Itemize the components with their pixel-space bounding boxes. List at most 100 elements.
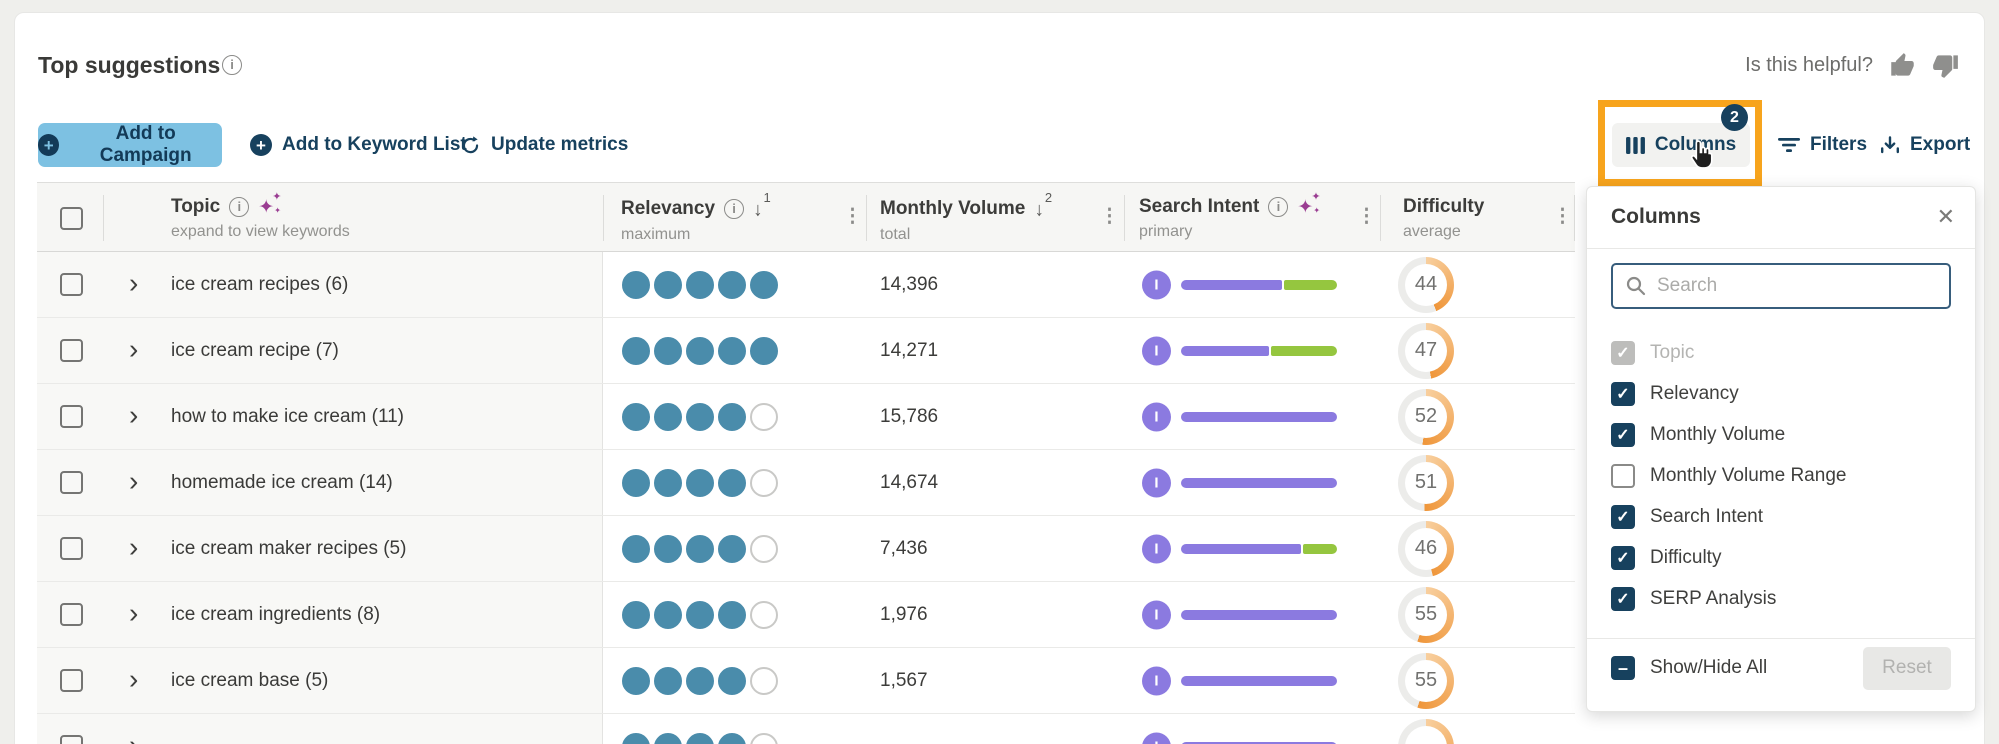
column-option-checkbox[interactable]: ✓ <box>1611 381 1635 406</box>
difficulty-value: 47 <box>1414 339 1438 361</box>
expand-chevron-icon[interactable]: › <box>129 531 139 563</box>
select-all-checkbox[interactable] <box>60 207 83 230</box>
topic-label[interactable]: how to make ice cream (11) <box>171 405 405 427</box>
sort-descending-icon[interactable]: ↓1 <box>753 190 771 221</box>
filters-button[interactable]: Filters <box>1778 123 1867 167</box>
info-icon[interactable]: i <box>724 198 745 219</box>
expand-chevron-icon[interactable]: › <box>129 729 138 744</box>
row-checkbox[interactable] <box>60 405 83 428</box>
topic-label[interactable]: ice cream maker recipes (5) <box>171 537 407 559</box>
row-checkbox[interactable] <box>60 471 83 494</box>
column-option[interactable]: ✓ Monthly Volume <box>1611 414 1951 455</box>
search-intent-header-label[interactable]: Search Intent <box>1139 196 1260 217</box>
column-option-checkbox[interactable]: ✓ <box>1611 422 1635 447</box>
add-to-keyword-list-button[interactable]: + Add to Keyword List <box>250 123 467 167</box>
relevancy-dot <box>718 534 746 563</box>
row-checkbox[interactable] <box>60 537 83 560</box>
search-intent-badge: I <box>1142 732 1171 744</box>
difficulty-value: 44 <box>1414 273 1438 295</box>
relevancy-dot <box>718 732 746 744</box>
difficulty-donut: 47 <box>1398 322 1454 379</box>
row-checkbox[interactable] <box>60 735 83 744</box>
table-row: › ice cream ingredients (8) 1,976 I 55 <box>37 582 1575 648</box>
row-checkbox[interactable] <box>60 669 83 692</box>
info-icon[interactable]: i <box>222 55 242 75</box>
monthly-volume-header-label[interactable]: Monthly Volume <box>880 197 1026 219</box>
topic-label[interactable]: homemade ice cream (14) <box>171 471 393 493</box>
columns-search-input[interactable] <box>1657 275 1937 297</box>
column-option-checkbox[interactable]: ✓ <box>1611 504 1635 529</box>
donut-hole <box>1405 527 1447 570</box>
relevancy-header-subtitle: maximum <box>621 226 691 244</box>
update-metrics-button[interactable]: Update metrics <box>460 123 628 167</box>
search-intent-bar <box>1181 741 1337 744</box>
search-intent-column-menu-icon[interactable]: ⋮ <box>1357 206 1376 227</box>
mouse-pointer-cursor <box>1690 140 1713 169</box>
header-search-intent: Search Intent i ✦ ✦ ✦ primary <box>1139 191 1323 241</box>
relevancy-dot <box>654 666 682 695</box>
expand-chevron-icon[interactable]: › <box>129 267 139 299</box>
column-option-checkbox[interactable]: ✓ <box>1611 545 1635 570</box>
sort-descending-icon[interactable]: ↓2 <box>1034 190 1053 221</box>
ai-sparkles-icon: ✦ ✦ ✦ <box>258 190 282 218</box>
intent-secondary-segment <box>1303 543 1337 554</box>
topic-header-label[interactable]: Topic <box>171 196 221 217</box>
add-to-campaign-label: Add to Campaign <box>99 123 192 166</box>
column-option[interactable]: Monthly Volume Range <box>1611 455 1951 496</box>
topic-label[interactable]: ice cream ingredients (8) <box>171 603 381 625</box>
export-button[interactable]: Export <box>1880 123 1970 167</box>
search-intent-bar <box>1181 675 1337 686</box>
info-icon[interactable]: i <box>229 197 250 217</box>
add-to-campaign-button[interactable]: + Add to Campaign <box>38 123 222 167</box>
expand-chevron-icon[interactable]: › <box>129 663 139 695</box>
column-option-checkbox[interactable]: ✓ <box>1611 586 1635 611</box>
expand-chevron-icon[interactable]: › <box>129 399 139 431</box>
reset-button[interactable]: Reset <box>1863 646 1951 690</box>
relevancy-dot <box>622 666 650 695</box>
difficulty-column-menu-icon[interactable]: ⋮ <box>1553 206 1572 227</box>
topic-label[interactable]: ice cream recipe (7) <box>171 339 339 361</box>
topic-cell-background <box>37 252 603 317</box>
row-checkbox[interactable] <box>60 603 83 626</box>
column-option-label: SERP Analysis <box>1650 587 1777 609</box>
relevancy-header-label[interactable]: Relevancy <box>621 197 716 219</box>
row-checkbox[interactable] <box>60 273 83 296</box>
column-option[interactable]: ✓ Relevancy <box>1611 373 1951 414</box>
relevancy-dot <box>654 468 682 497</box>
info-icon[interactable]: i <box>1268 197 1289 217</box>
relevancy-column-menu-icon[interactable]: ⋮ <box>843 206 862 227</box>
thumbs-down-icon[interactable] <box>1932 52 1959 79</box>
relevancy-dot <box>654 600 682 629</box>
plus-circle-icon: + <box>250 134 272 156</box>
relevancy-dot <box>718 600 746 629</box>
column-option-label: Relevancy <box>1650 382 1739 404</box>
column-option[interactable]: ✓ SERP Analysis <box>1611 578 1951 619</box>
show-hide-all-checkbox[interactable]: – <box>1611 656 1635 680</box>
monthly-volume-column-menu-icon[interactable]: ⋮ <box>1100 206 1119 227</box>
search-intent-badge: I <box>1142 468 1171 497</box>
difficulty-header-label[interactable]: Difficulty <box>1403 196 1485 217</box>
column-option[interactable]: ✓ Topic <box>1611 332 1951 373</box>
thumbs-up-icon[interactable] <box>1889 52 1916 79</box>
relevancy-dot <box>622 468 650 497</box>
close-icon[interactable]: ✕ <box>1936 204 1955 229</box>
topic-cell-background <box>37 384 603 449</box>
topic-label[interactable]: ice cream recipes (6) <box>171 273 349 295</box>
difficulty-value: 55 <box>1414 669 1438 691</box>
row-checkbox[interactable] <box>60 339 83 362</box>
column-option[interactable]: ✓ Search Intent <box>1611 496 1951 537</box>
search-icon <box>1626 276 1646 296</box>
relevancy-dot <box>686 336 714 365</box>
column-option-label: Difficulty <box>1650 546 1722 568</box>
relevancy-dot <box>686 402 714 431</box>
topic-label[interactable]: ice cream base (5) <box>171 669 329 691</box>
relevancy-dot <box>718 666 746 695</box>
column-option-checkbox[interactable] <box>1611 463 1635 488</box>
search-intent-bar <box>1181 477 1337 488</box>
expand-chevron-icon[interactable]: › <box>129 465 139 497</box>
expand-chevron-icon[interactable]: › <box>129 333 139 365</box>
refresh-icon <box>462 135 479 153</box>
relevancy-dot <box>686 600 714 629</box>
expand-chevron-icon[interactable]: › <box>129 597 139 629</box>
column-option[interactable]: ✓ Difficulty <box>1611 537 1951 578</box>
